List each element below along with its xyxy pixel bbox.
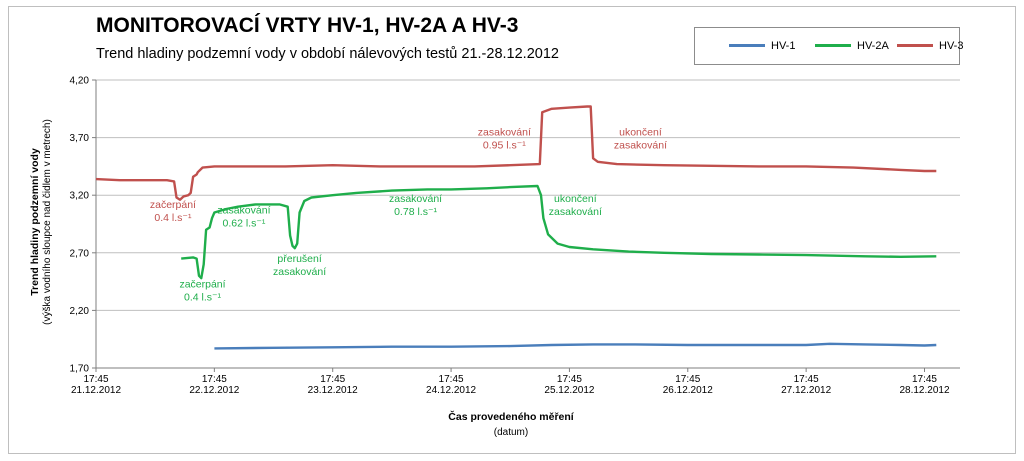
annotation-label: zasakování: [217, 205, 270, 217]
annotation-label: 0.4 l.s⁻¹: [184, 291, 222, 303]
chart-title: MONITOROVACÍ VRTY HV-1, HV-2A A HV-3: [96, 14, 519, 37]
annotation-label: začerpání: [179, 278, 225, 290]
annotation-label: zasakování: [549, 206, 602, 218]
x-tick-date: 21.12.2012: [71, 385, 121, 396]
y-axis-sublabel: (výška vodního sloupce nad čidlem v metr…: [42, 119, 53, 325]
annotation-label: zasakování: [273, 266, 326, 278]
x-tick-date: 24.12.2012: [426, 385, 476, 396]
annotation-label: 0.95 l.s⁻¹: [483, 139, 526, 151]
series-line-hv-1: [214, 342, 937, 350]
y-tick-label: 4,20: [70, 76, 90, 87]
x-tick-time: 17:45: [794, 374, 819, 385]
series-lines: [95, 105, 937, 350]
annotation-label: ukončení: [554, 193, 597, 205]
x-tick-date: 27.12.2012: [781, 385, 831, 396]
legend-item-hv2a: HV-2A: [815, 40, 889, 54]
y-axis-label: Trend hladiny podzemní vody: [29, 148, 41, 296]
annotation-label: 0.4 l.s⁻¹: [154, 212, 192, 224]
x-tick-time: 17:45: [912, 374, 937, 385]
series-line-hv-2a: [181, 184, 937, 280]
x-tick-time: 17:45: [439, 374, 464, 385]
y-tick-label: 1,70: [70, 364, 90, 375]
x-axis-sublabel: (datum): [494, 427, 528, 438]
legend-swatch-hv3: [897, 43, 933, 47]
x-axis-label: Čas provedeného měření: [448, 410, 575, 423]
x-tick-time: 17:45: [557, 374, 582, 385]
x-tick-date: 22.12.2012: [189, 385, 239, 396]
legend-swatch-hv2a: [815, 43, 851, 47]
x-tick-time: 17:45: [83, 374, 108, 385]
y-tick-label: 3,70: [70, 133, 90, 144]
y-axis-ticks: 4,20 3,70 3,20 2,70 2,20 1,70: [70, 76, 90, 375]
x-axis-ticks: 17:4521.12.201217:4522.12.201217:4523.12…: [71, 374, 950, 396]
x-tick-date: 25.12.2012: [544, 385, 594, 396]
legend-label-hv3: HV-3: [939, 40, 964, 52]
y-tick-label: 2,70: [70, 248, 90, 259]
legend-label-hv2a: HV-2A: [857, 40, 889, 52]
chart-subtitle: Trend hladiny podzemní vody v období nál…: [96, 46, 559, 62]
chart-legend: HV-1 HV-2A HV-3: [694, 27, 963, 65]
legend-item-hv3: HV-3: [897, 40, 963, 54]
annotation-label: 0.78 l.s⁻¹: [394, 206, 437, 218]
series-line-hv-3: [95, 105, 937, 201]
annotation-label: ukončení: [619, 126, 662, 138]
x-tick-date: 26.12.2012: [663, 385, 713, 396]
annotation-label: přerušení: [277, 253, 321, 265]
legend-swatch-hv1: [729, 43, 765, 47]
y-tick-label: 3,20: [70, 191, 90, 202]
grid-lines: [92, 79, 960, 372]
annotation-label: 0.62 l.s⁻¹: [222, 218, 265, 230]
legend-item-hv1: HV-1: [729, 40, 795, 54]
annotation-label: zasakování: [614, 139, 667, 151]
annotation-label: začerpání: [150, 199, 196, 211]
legend-label-hv1: HV-1: [771, 40, 796, 52]
chart-frame: [8, 6, 1016, 454]
x-tick-time: 17:45: [202, 374, 227, 385]
x-tick-time: 17:45: [675, 374, 700, 385]
y-tick-label: 2,20: [70, 306, 90, 317]
annotation-label: zasakování: [389, 193, 442, 205]
x-tick-date: 23.12.2012: [308, 385, 358, 396]
annotation-label: zasakování: [478, 126, 531, 138]
x-tick-time: 17:45: [320, 374, 345, 385]
x-tick-date: 28.12.2012: [899, 385, 949, 396]
